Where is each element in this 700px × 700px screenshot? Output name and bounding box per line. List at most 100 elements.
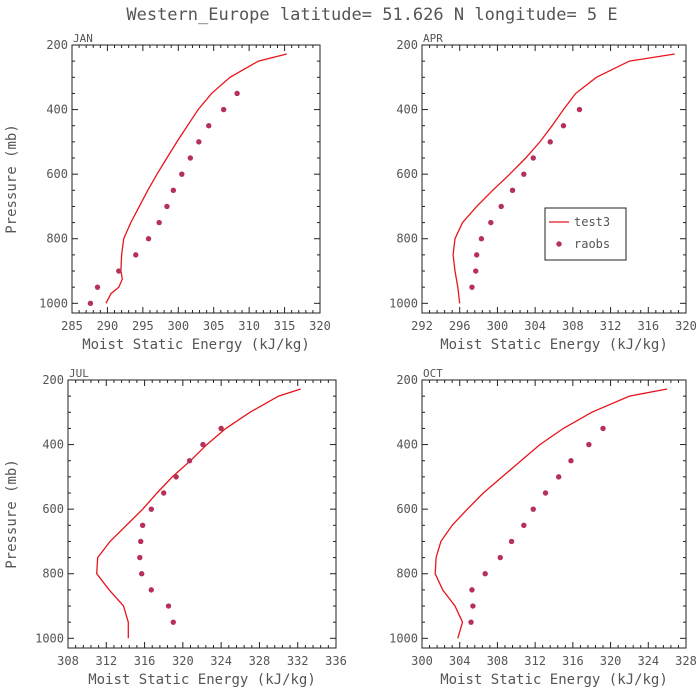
- raobs-point: [186, 458, 193, 464]
- raobs-point: [586, 441, 592, 448]
- legend-label-test3: test3: [574, 215, 610, 229]
- panels: JAN 285 290 295 300 305 310 315 320 200 400 600 800 1…: [4, 32, 697, 688]
- x-tick-label: 295: [132, 319, 154, 333]
- raobs-point: [469, 284, 475, 290]
- raobs-point: [94, 284, 101, 290]
- raobs-point: [139, 571, 145, 577]
- panel-oct: OCT 300 304 308 312 316 320 324 328 200 400 600 800 1…: [389, 367, 697, 688]
- series-line-test3: [105, 53, 287, 304]
- x-tick-label: 316: [134, 654, 156, 668]
- x-tick-label: 305: [203, 319, 225, 333]
- panel-title: JAN: [73, 32, 93, 45]
- raobs-point: [116, 268, 122, 274]
- raobs-point: [568, 458, 574, 464]
- raobs-point: [200, 441, 206, 448]
- plot-frame: [421, 44, 687, 314]
- x-tick-label: 308: [487, 654, 509, 668]
- x-tick-label: 312: [95, 654, 117, 668]
- y-tick-label: 1000: [389, 296, 418, 310]
- plot-frame: [67, 379, 337, 649]
- raobs-point: [576, 106, 583, 113]
- x-tick-label: 315: [274, 319, 296, 333]
- raobs-point: [138, 538, 144, 545]
- x-tick-label: 312: [600, 319, 622, 333]
- raobs-point: [469, 587, 475, 593]
- x-tick-label: 328: [675, 654, 697, 668]
- y-tick-label: 200: [46, 38, 68, 52]
- x-tick-label: 285: [61, 319, 83, 333]
- raobs-point: [521, 522, 527, 529]
- raobs-point: [542, 490, 549, 496]
- raobs-point: [170, 187, 177, 194]
- panel-jan: JAN 285 290 295 300 305 310 315 320 200 400 600 800 1…: [4, 32, 331, 353]
- y-tick-label: 200: [396, 373, 418, 387]
- x-tick-label: 332: [287, 654, 309, 668]
- raobs-point: [497, 554, 503, 561]
- raobs-point: [488, 219, 494, 226]
- raobs-point: [139, 522, 146, 529]
- raobs-point: [508, 538, 515, 545]
- x-tick-label: 336: [325, 654, 347, 668]
- x-axis-label: Moist Static Energy (kJ/kg): [88, 672, 316, 688]
- legend: test3 raobs: [544, 207, 627, 261]
- x-tick-label: 316: [562, 654, 584, 668]
- x-tick-label: 304: [449, 654, 471, 668]
- raobs-point: [521, 171, 527, 177]
- y-tick-label: 800: [42, 567, 64, 581]
- raobs-point: [470, 603, 476, 609]
- y-tick-label: 400: [396, 438, 418, 452]
- raobs-point: [196, 139, 202, 145]
- panel-title: OCT: [423, 367, 443, 380]
- y-tick-label: 200: [42, 373, 64, 387]
- x-tick-label: 324: [637, 654, 659, 668]
- raobs-point: [165, 603, 172, 609]
- legend-label-raobs: raobs: [574, 237, 610, 251]
- y-tick-label: 400: [46, 103, 68, 117]
- y-tick-label: 800: [396, 232, 418, 246]
- raobs-point: [600, 425, 606, 432]
- x-tick-label: 328: [249, 654, 271, 668]
- raobs-point: [220, 106, 227, 113]
- raobs-point: [133, 252, 139, 258]
- raobs-point: [473, 252, 480, 258]
- raobs-point: [234, 90, 240, 97]
- series-line-test3: [96, 388, 301, 639]
- y-tick-label: 1000: [35, 631, 64, 645]
- series-line-test3: [452, 53, 675, 304]
- raobs-point: [187, 155, 194, 161]
- plot-frame: [71, 44, 321, 314]
- x-axis-label: Moist Static Energy (kJ/kg): [440, 337, 668, 353]
- panel-apr: APR 292 296 300 304 308 312 316 320 200 400 600 800 1…: [389, 32, 697, 353]
- figure-title: Western_Europe latitude= 51.626 N longit…: [126, 5, 617, 25]
- raobs-point: [530, 506, 536, 512]
- x-tick-label: 320: [600, 654, 622, 668]
- raobs-point: [179, 171, 185, 177]
- raobs-point: [218, 425, 224, 432]
- x-tick-label: 296: [449, 319, 471, 333]
- panel-jul: JUL 308 312 316 320 324 328 332 336 200 400 600 800 1…: [4, 367, 347, 688]
- raobs-point: [530, 155, 536, 161]
- raobs-point: [161, 490, 167, 496]
- x-tick-label: 304: [524, 319, 546, 333]
- raobs-point: [148, 506, 154, 512]
- raobs-point: [482, 571, 488, 577]
- y-axis-label: Pressure (mb): [4, 459, 20, 569]
- raobs-point: [560, 123, 567, 129]
- raobs-point: [556, 474, 562, 480]
- x-tick-label: 290: [97, 319, 119, 333]
- y-tick-label: 1000: [389, 631, 418, 645]
- legend-point-swatch: [556, 241, 562, 247]
- x-tick-label: 308: [562, 319, 584, 333]
- y-tick-label: 400: [396, 103, 418, 117]
- y-tick-label: 400: [42, 438, 64, 452]
- y-tick-label: 600: [42, 502, 64, 516]
- x-tick-label: 320: [675, 319, 697, 333]
- y-tick-label: 600: [396, 502, 418, 516]
- legend-box: [544, 207, 627, 261]
- raobs-point: [145, 236, 152, 242]
- y-tick-label: 600: [396, 167, 418, 181]
- raobs-point: [87, 300, 94, 307]
- raobs-point: [206, 123, 212, 129]
- x-axis-label: Moist Static Energy (kJ/kg): [440, 672, 668, 688]
- panel-title: JUL: [69, 367, 89, 380]
